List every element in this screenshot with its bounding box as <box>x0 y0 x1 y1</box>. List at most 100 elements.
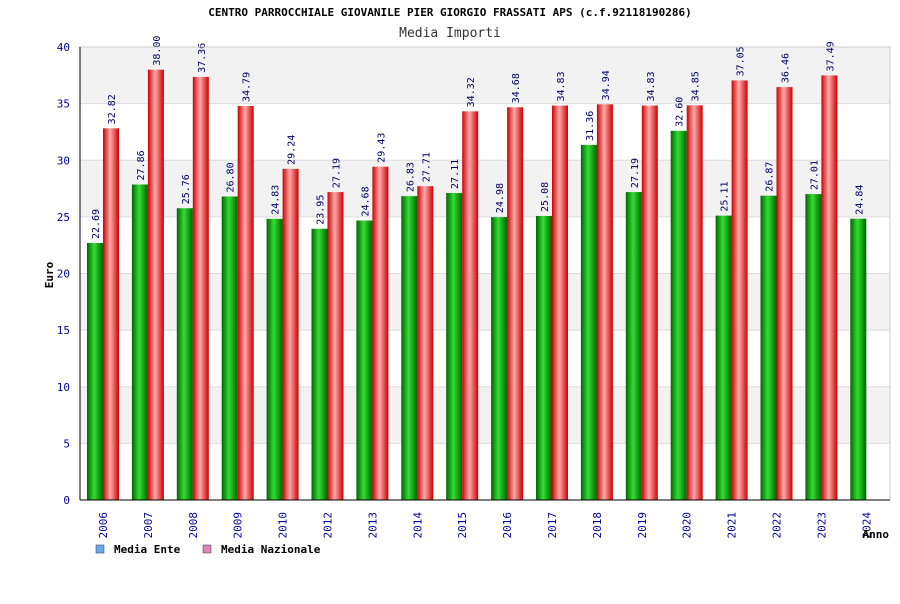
x-tick-label: 2007 <box>142 512 155 539</box>
x-tick-label: 2006 <box>97 512 110 539</box>
x-tick-label: 2021 <box>726 512 739 539</box>
x-tick-label: 2013 <box>366 512 379 539</box>
value-label-media-ente: 24.68 <box>360 186 371 216</box>
value-label-media-ente: 23.95 <box>316 195 327 225</box>
bar-media-nazionale <box>821 75 838 500</box>
x-tick-label: 2020 <box>681 512 694 539</box>
y-tick-label: 40 <box>57 41 70 54</box>
bar-media-nazionale <box>103 128 119 500</box>
bar-media-ente <box>670 130 687 500</box>
legend-swatch-media-nazionale <box>202 544 212 554</box>
value-label-media-nazionale: 37.49 <box>825 41 836 71</box>
value-label-media-ente: 27.11 <box>450 159 461 189</box>
chart-subtitle: Media Importi <box>399 26 501 41</box>
x-tick-label: 2022 <box>771 512 784 539</box>
value-label-media-ente: 27.19 <box>630 158 641 188</box>
value-label-media-nazionale: 34.79 <box>242 72 253 102</box>
bar-media-nazionale <box>596 104 613 500</box>
bar-media-nazionale <box>372 166 389 500</box>
bar-media-nazionale <box>776 87 793 500</box>
plot-band <box>80 330 890 387</box>
x-tick-label: 2016 <box>501 512 514 539</box>
plot-band <box>80 216 890 274</box>
value-label-media-ente: 32.60 <box>675 97 686 127</box>
bar-media-ente <box>356 220 373 500</box>
plot-band <box>80 103 890 161</box>
legend-swatch-media-ente <box>95 544 105 554</box>
y-axis-label: Euro <box>43 261 56 288</box>
bar-media-nazionale <box>731 80 748 500</box>
x-tick-label: 2014 <box>411 512 424 539</box>
x-tick-label: 2018 <box>591 512 604 539</box>
value-label-media-nazionale: 37.05 <box>736 46 747 76</box>
value-label-media-ente: 25.08 <box>540 182 551 212</box>
bar-media-ente <box>446 192 463 500</box>
bar-media-nazionale <box>192 76 209 500</box>
value-label-media-nazionale: 34.68 <box>511 73 522 103</box>
bar-media-ente <box>760 195 777 500</box>
bar-media-nazionale <box>552 105 569 501</box>
value-labels: 22.69 32.82 27.86 38.00 25.76 37.36 26.80 34.79… <box>91 36 865 239</box>
plot-band <box>80 386 890 444</box>
chart-title: CENTRO PARROCCHIALE GIOVANILE PIER GIORG… <box>208 6 691 19</box>
bar-media-ente <box>580 144 597 500</box>
y-tick-label: 25 <box>57 211 70 224</box>
bar-media-nazionale <box>147 69 164 501</box>
value-label-media-nazionale: 29.24 <box>287 135 298 165</box>
plot-band <box>80 273 890 331</box>
value-label-media-ente: 25.76 <box>181 174 192 204</box>
bar-media-ente <box>491 217 508 500</box>
x-tick-label: 2009 <box>232 512 245 539</box>
bar-media-nazionale <box>327 192 344 501</box>
value-label-media-ente: 25.11 <box>720 182 731 212</box>
bar-media-ente <box>311 228 328 501</box>
legend-label-media-ente: Media Ente <box>114 543 181 556</box>
value-label-media-nazionale: 38.00 <box>152 36 163 66</box>
plot-band <box>80 443 890 500</box>
plot-band <box>80 160 890 217</box>
x-axis-label: Anno <box>863 528 890 541</box>
bar-media-ente <box>221 196 238 501</box>
bar-media-ente <box>850 218 867 500</box>
value-label-media-ente: 24.83 <box>271 185 282 215</box>
bar-media-ente <box>625 192 642 501</box>
value-label-media-ente: 27.01 <box>809 160 820 190</box>
y-tick-label: 30 <box>57 154 70 167</box>
bar-media-ente <box>715 215 732 500</box>
x-tick-label: 2024 <box>860 512 873 539</box>
value-label-media-nazionale: 32.82 <box>107 94 118 124</box>
x-tick-label: 2008 <box>187 512 200 539</box>
value-label-media-nazionale: 27.71 <box>421 152 432 182</box>
bar-media-ente <box>176 208 193 500</box>
bar-media-ente <box>536 215 553 500</box>
value-label-media-nazionale: 36.46 <box>781 53 792 83</box>
axes <box>79 46 891 501</box>
bar-media-ente <box>266 218 283 501</box>
value-label-media-ente: 24.98 <box>495 183 506 213</box>
bar-media-nazionale <box>507 107 524 501</box>
bar-media-nazionale <box>462 111 479 501</box>
value-label-media-ente: 31.36 <box>585 111 596 141</box>
x-tick-label: 2023 <box>815 512 828 539</box>
value-label-media-nazionale: 27.19 <box>332 158 343 188</box>
value-label-media-ente: 26.83 <box>405 162 416 192</box>
value-label-media-nazionale: 34.85 <box>691 71 702 101</box>
bar-media-nazionale <box>282 168 299 500</box>
bar-media-ente <box>131 184 148 500</box>
x-tick-label: 2015 <box>456 512 469 539</box>
bar-media-nazionale <box>686 105 703 500</box>
value-label-media-nazionale: 34.32 <box>466 77 477 107</box>
y-ticks: 0 5 10 15 20 25 30 35 40 <box>57 41 70 507</box>
value-label-media-ente: 24.84 <box>854 185 865 215</box>
value-label-media-nazionale: 34.83 <box>556 71 567 101</box>
value-label-media-nazionale: 34.83 <box>646 71 657 101</box>
plot-background <box>80 47 890 500</box>
bar-media-ente <box>87 243 103 500</box>
value-label-media-ente: 22.69 <box>91 209 102 239</box>
value-label-media-ente: 26.87 <box>765 162 776 192</box>
bars <box>87 69 867 501</box>
x-tick-label: 2012 <box>322 512 335 539</box>
value-label-media-nazionale: 29.43 <box>376 133 387 163</box>
